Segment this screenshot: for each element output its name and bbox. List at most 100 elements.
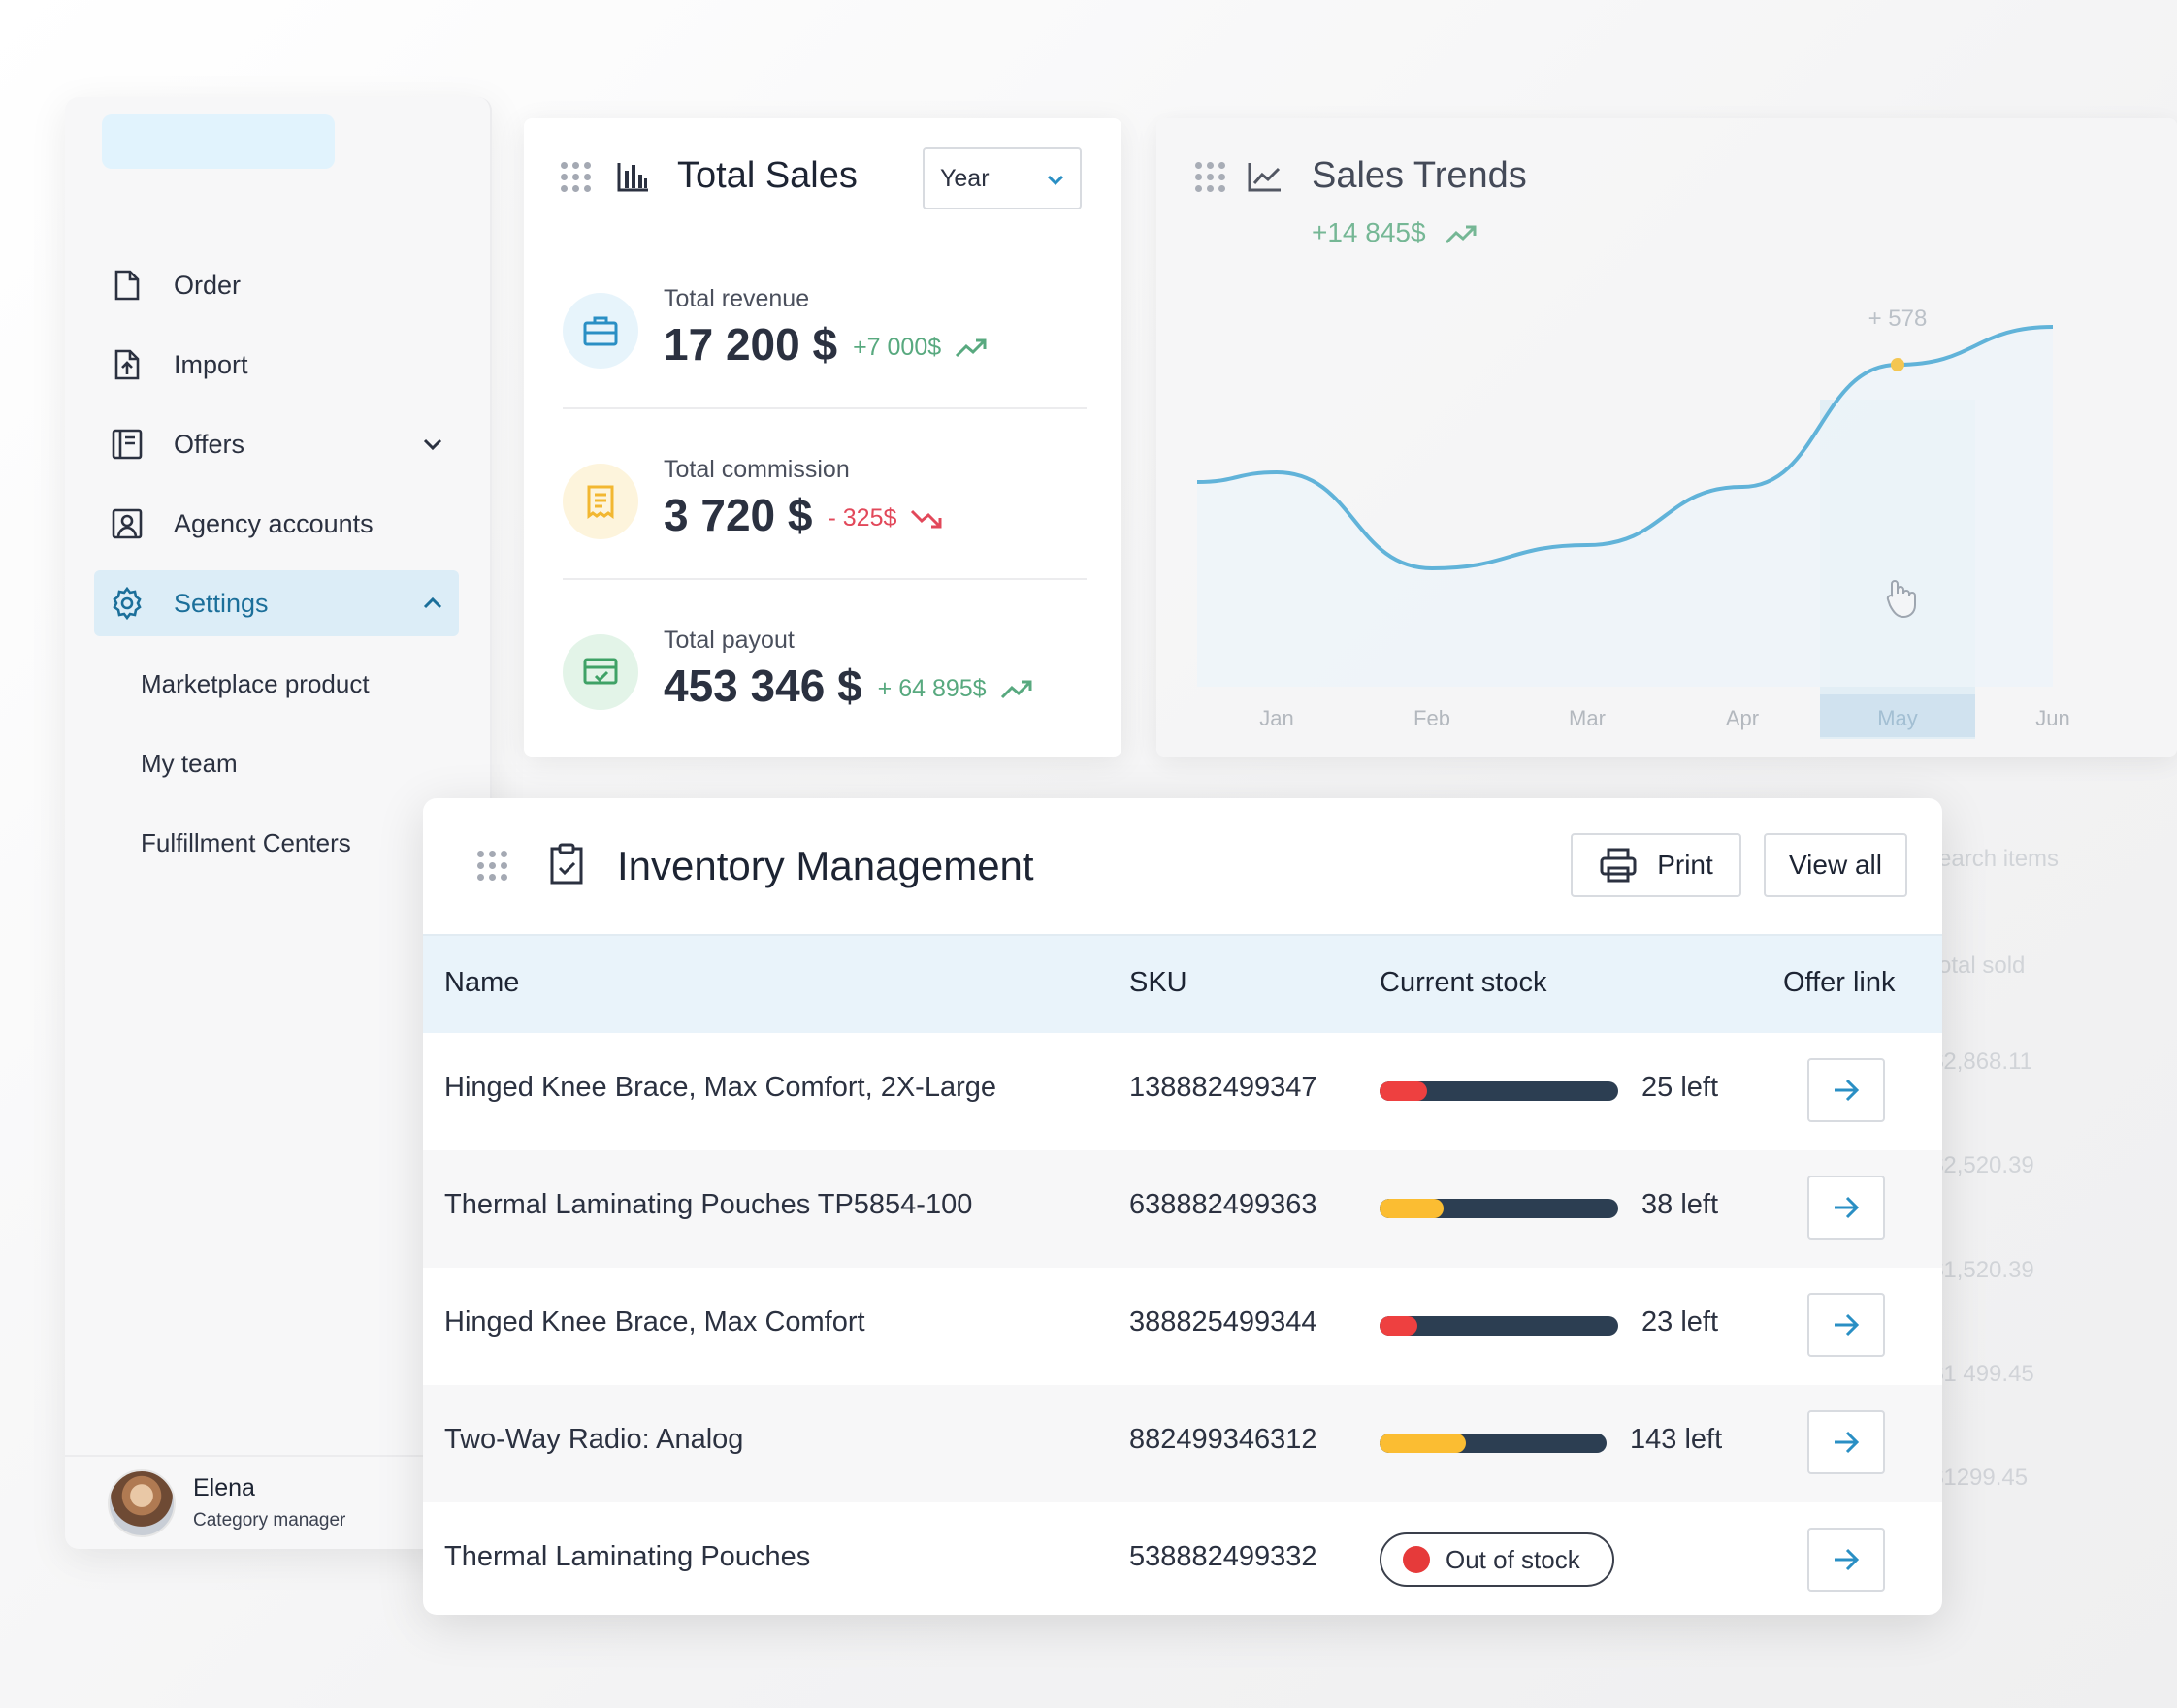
metric-total-revenue: Total revenue 17 200 $ +7 000$ [563, 264, 1087, 429]
hand-cursor-icon [1886, 580, 1916, 619]
table-row[interactable]: Thermal Laminating Pouches 538882499332 … [423, 1502, 1942, 1615]
trend-up-icon [1446, 225, 1477, 243]
nav-item-offers[interactable]: Offers [94, 411, 459, 477]
sub-item-fulfillment-centers[interactable]: Fulfillment Centers [141, 828, 351, 857]
drag-handle-icon[interactable] [1195, 162, 1225, 192]
period-select[interactable]: Year [923, 147, 1082, 209]
chart-area [1197, 327, 2053, 687]
catalog-icon [110, 427, 145, 462]
metric-label: Total payout [664, 627, 795, 654]
offer-link-button[interactable] [1807, 1293, 1885, 1357]
metric-label: Total revenue [664, 285, 810, 312]
product-name: Hinged Knee Brace, Max Comfort [444, 1306, 865, 1337]
bar-chart-icon [617, 163, 648, 192]
file-upload-icon [110, 347, 145, 382]
sales-trends-chart[interactable]: + 578 Jan Feb Mar Apr May Jun [1156, 118, 2177, 757]
arrow-right-icon [1835, 1548, 1860, 1571]
arrow-right-icon [1835, 1196, 1860, 1219]
file-icon [110, 268, 145, 303]
nav-item-settings[interactable]: Settings [94, 570, 459, 636]
x-tick-label: Mar [1569, 706, 1606, 730]
sub-item-my-team[interactable]: My team [141, 749, 238, 778]
product-sku: 882499346312 [1129, 1424, 1317, 1455]
card-title: Total Sales [677, 155, 858, 196]
briefcase-icon [563, 293, 638, 369]
column-header-name[interactable]: Name [444, 967, 520, 998]
nav-item-order[interactable]: Order [94, 252, 459, 318]
metric-total-commission: Total commission 3 720 $ - 325$ [563, 435, 1087, 599]
product-name: Thermal Laminating Pouches TP5854-100 [444, 1189, 973, 1220]
user-name: Elena [193, 1474, 255, 1501]
chevron-down-icon[interactable] [420, 432, 445, 457]
stock-bar [1380, 1199, 1618, 1218]
chevron-up-icon[interactable] [420, 591, 445, 616]
chart-point[interactable] [1891, 358, 1904, 371]
x-tick-label: Feb [1413, 706, 1450, 730]
offer-link-button[interactable] [1807, 1410, 1885, 1474]
trend-down-icon [911, 509, 942, 529]
column-header-stock[interactable]: Current stock [1380, 967, 1547, 998]
user-role: Category manager [193, 1510, 346, 1531]
table-row[interactable]: Two-Way Radio: Analog 882499346312 143 l… [423, 1385, 1942, 1502]
stock-count: 25 left [1641, 1072, 1718, 1103]
drag-handle-icon[interactable] [561, 162, 591, 192]
status-badge: Out of stock [1380, 1532, 1614, 1587]
arrow-right-icon [1835, 1079, 1860, 1102]
trend-up-icon [1000, 680, 1032, 698]
column-header-sku[interactable]: SKU [1129, 967, 1187, 998]
nav-item-import[interactable]: Import [94, 332, 459, 398]
product-name: Thermal Laminating Pouches [444, 1541, 811, 1572]
card-title: Sales Trends [1312, 155, 1527, 196]
trend-up-icon [956, 338, 987, 357]
view-all-label: View all [1789, 850, 1882, 880]
x-tick-label: Apr [1726, 706, 1759, 730]
user-profile[interactable]: Elena Category manager [65, 1455, 492, 1549]
product-name: Hinged Knee Brace, Max Comfort, 2X-Large [444, 1072, 996, 1103]
offer-link-button[interactable] [1807, 1176, 1885, 1240]
product-name: Two-Way Radio: Analog [444, 1424, 744, 1455]
stock-bar-fill [1380, 1434, 1466, 1453]
x-tick-label: Jan [1259, 706, 1293, 730]
stock-count: 23 left [1641, 1306, 1718, 1337]
stock-bar-fill [1380, 1199, 1445, 1218]
nav-label: Agency accounts [174, 508, 374, 538]
table-header: Name SKU Current stock Offer link [423, 934, 1942, 1033]
period-select-value: Year [940, 164, 990, 192]
logo-placeholder [102, 114, 335, 169]
trend-delta: +14 845$ [1312, 217, 1478, 248]
print-label: Print [1657, 850, 1713, 880]
x-tick-label: May [1877, 706, 1918, 730]
ghost-search-text: earch items [1938, 846, 2060, 872]
view-all-button[interactable]: View all [1764, 833, 1907, 897]
avatar [108, 1468, 176, 1537]
drag-handle-icon[interactable] [477, 851, 507, 881]
sales-trends-card: Sales Trends +14 845$ + 578 Jan Feb Mar Apr M… [1156, 118, 2177, 757]
stock-bar [1380, 1434, 1607, 1453]
metric-total-payout: Total payout 453 346 $ + 64 895$ [563, 605, 1087, 770]
ghost-value: $1,520.39 [1931, 1257, 2034, 1283]
nav-label: Order [174, 270, 242, 300]
x-tick-label: Jun [2035, 706, 2069, 730]
divider [563, 578, 1087, 580]
stock-bar [1380, 1081, 1618, 1101]
table-row[interactable]: Hinged Knee Brace, Max Comfort 388825499… [423, 1268, 1942, 1385]
ghost-value: $2,520.39 [1931, 1152, 2034, 1178]
table-row[interactable]: Hinged Knee Brace, Max Comfort, 2X-Large… [423, 1033, 1942, 1150]
contact-card-icon [110, 506, 145, 541]
sidebar: Order Import Offers Agency accounts Sett… [65, 97, 492, 1549]
nav-item-agency-accounts[interactable]: Agency accounts [94, 491, 459, 557]
stock-count: 38 left [1641, 1189, 1718, 1220]
printer-icon [1600, 848, 1637, 883]
nav-label: Offers [174, 429, 245, 459]
offer-link-button[interactable] [1807, 1058, 1885, 1122]
column-header-offer-link[interactable]: Offer link [1783, 967, 1896, 998]
sub-item-marketplace-product[interactable]: Marketplace product [141, 669, 370, 698]
stock-bar-fill [1380, 1316, 1418, 1336]
print-button[interactable]: Print [1571, 833, 1741, 897]
table-row[interactable]: Thermal Laminating Pouches TP5854-100 63… [423, 1150, 1942, 1268]
metric-value: 17 200 $ +7 000$ [664, 318, 988, 371]
stock-count: 143 left [1630, 1424, 1723, 1455]
metric-value: 453 346 $ + 64 895$ [664, 660, 1033, 712]
product-sku: 538882499332 [1129, 1541, 1317, 1572]
offer-link-button[interactable] [1807, 1528, 1885, 1592]
